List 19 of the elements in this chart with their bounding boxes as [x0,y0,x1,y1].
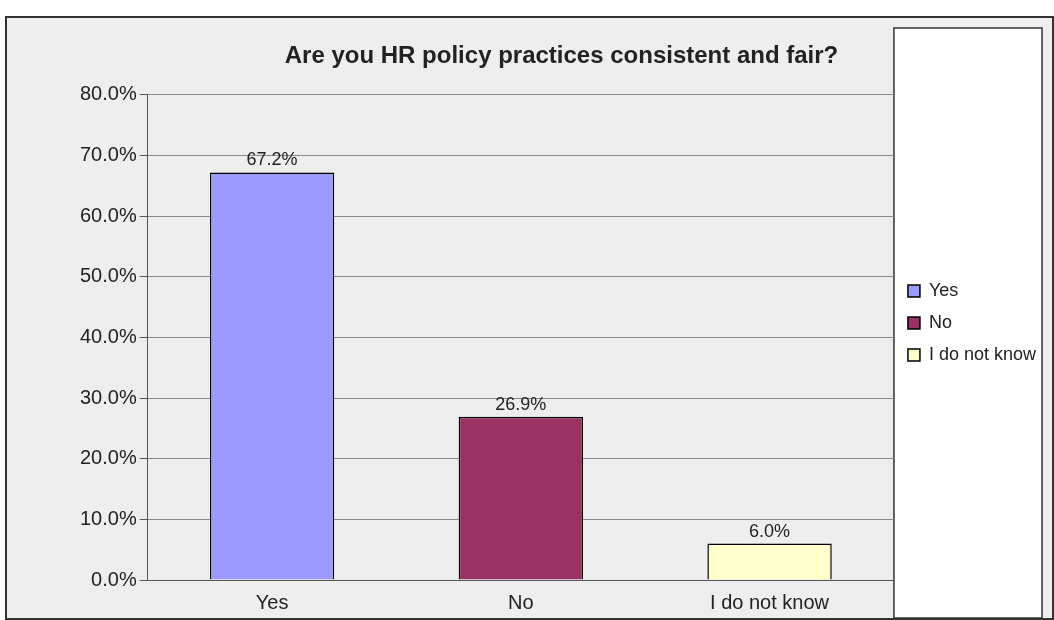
y-tick-label: 80.0% [79,82,137,105]
y-tick-label: 0.0% [91,567,137,590]
legend-label: No [928,311,952,332]
y-tick-label: 20.0% [79,446,137,469]
x-tick-label: Yes [255,590,289,613]
y-tick-label: 30.0% [79,385,137,408]
legend-label: I do not know [928,343,1037,364]
legend-label: Yes [928,279,959,300]
x-tick-label: No [508,590,534,613]
y-tick-label: 10.0% [79,506,137,529]
data-label: 6.0% [749,520,791,541]
x-tick-label: I do not know [710,590,830,613]
y-tick-label: 40.0% [79,324,137,347]
chart-title: Are you HR policy practices consistent and fair? [284,41,839,69]
y-tick-label: 60.0% [79,203,137,226]
data-label: 26.9% [495,393,547,414]
y-tick-label: 50.0% [79,264,137,287]
y-tick-label: 70.0% [79,142,137,165]
data-label: 67.2% [246,149,298,170]
